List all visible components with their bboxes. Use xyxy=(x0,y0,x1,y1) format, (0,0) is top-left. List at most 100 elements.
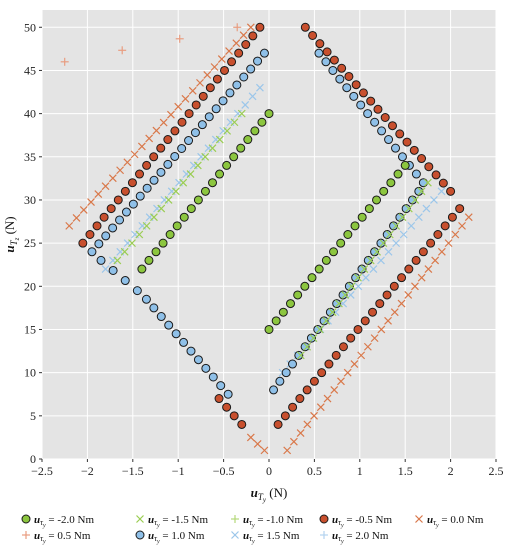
series-0 xyxy=(137,109,410,334)
x-axis-ticks: −2.5 −2 −1.5 −1 −0.5 0 0.5 1 1.5 2 2.5 xyxy=(31,459,504,478)
series-4 xyxy=(65,23,473,455)
data-point xyxy=(316,403,325,412)
data-point xyxy=(308,30,318,40)
data-point xyxy=(395,129,405,139)
data-point xyxy=(399,230,408,239)
data-point xyxy=(118,46,127,55)
data-point xyxy=(278,307,288,317)
data-point xyxy=(337,63,347,73)
data-point xyxy=(384,316,392,325)
y-axis-label: uTz (N) xyxy=(2,216,21,252)
data-point xyxy=(159,118,168,127)
y-tick-label: 35 xyxy=(24,150,36,164)
data-point xyxy=(379,186,389,196)
data-point xyxy=(288,402,298,412)
data-point xyxy=(392,221,401,230)
legend-item: uτy = -1.5 Nm xyxy=(136,514,208,529)
data-point xyxy=(137,142,146,151)
data-point xyxy=(370,247,380,257)
data-point xyxy=(136,515,144,523)
data-point xyxy=(246,64,256,74)
data-point xyxy=(223,389,233,399)
series-1 xyxy=(113,109,432,360)
data-point xyxy=(116,166,125,175)
data-point xyxy=(349,91,359,101)
data-point xyxy=(179,178,188,187)
data-point xyxy=(300,342,310,352)
data-point xyxy=(225,88,235,98)
data-point xyxy=(190,128,200,138)
data-point xyxy=(464,213,473,222)
legend-label: uτy = -2.0 Nm xyxy=(34,514,94,529)
x-tick-label: 2.5 xyxy=(489,464,504,478)
data-marks xyxy=(60,22,473,455)
data-point xyxy=(87,198,95,206)
data-point xyxy=(343,368,352,377)
data-point xyxy=(415,515,423,523)
data-point xyxy=(260,446,269,455)
data-point xyxy=(417,154,427,164)
x-tick-label: −1.5 xyxy=(122,464,144,478)
legend-label: uτy = 2.0 Nm xyxy=(332,530,389,545)
data-point xyxy=(246,23,255,32)
data-point xyxy=(346,333,356,343)
data-point xyxy=(108,223,118,233)
data-point xyxy=(314,264,324,274)
data-point xyxy=(150,213,158,222)
data-point xyxy=(264,324,274,334)
legend-label: uτy = -1.5 Nm xyxy=(148,514,208,529)
data-point xyxy=(241,101,250,109)
data-point xyxy=(423,178,432,187)
data-point xyxy=(357,351,366,360)
data-point xyxy=(120,276,130,286)
data-point xyxy=(303,420,312,429)
data-point xyxy=(281,368,291,378)
x-tick-label: 0 xyxy=(266,464,272,478)
data-point xyxy=(196,78,204,87)
data-point xyxy=(164,196,173,204)
data-point xyxy=(404,291,413,299)
data-point xyxy=(385,230,394,239)
data-point xyxy=(398,213,407,222)
data-point xyxy=(323,394,332,403)
data-point xyxy=(322,47,332,57)
data-point xyxy=(350,360,359,368)
data-point xyxy=(87,247,97,257)
x-tick-label: 1.5 xyxy=(398,464,413,478)
data-point xyxy=(232,80,242,90)
data-point xyxy=(197,120,207,130)
data-point xyxy=(286,299,296,309)
data-point xyxy=(156,312,166,322)
data-point xyxy=(72,213,81,222)
data-point xyxy=(223,126,232,135)
data-point xyxy=(79,206,88,214)
data-point xyxy=(208,372,218,382)
data-point xyxy=(404,204,413,213)
data-point xyxy=(120,186,130,196)
data-point xyxy=(214,394,224,404)
data-point xyxy=(130,150,139,159)
x-tick-label: −2.5 xyxy=(31,464,53,478)
data-point xyxy=(397,299,406,308)
data-point xyxy=(357,264,367,274)
data-point xyxy=(417,273,426,282)
data-point xyxy=(106,204,116,214)
data-point xyxy=(375,299,385,309)
data-point xyxy=(377,126,387,136)
data-point xyxy=(201,363,211,373)
data-point xyxy=(200,186,210,196)
data-point xyxy=(446,186,456,196)
data-point xyxy=(357,212,367,222)
data-point xyxy=(85,230,95,239)
data-point xyxy=(250,126,260,136)
data-point xyxy=(438,178,448,188)
data-point xyxy=(431,256,440,265)
data-point xyxy=(163,135,173,145)
data-point xyxy=(212,74,222,84)
data-point xyxy=(22,531,30,539)
data-point xyxy=(293,290,303,300)
data-point xyxy=(208,144,217,153)
data-point xyxy=(351,273,361,283)
data-point xyxy=(310,411,318,420)
data-point xyxy=(283,446,292,455)
